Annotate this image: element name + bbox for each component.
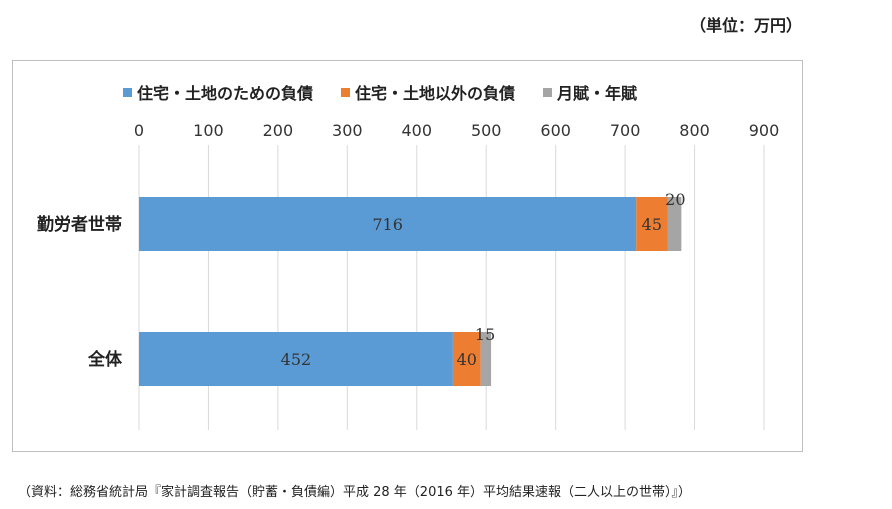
x-tick-label: 700 — [610, 121, 641, 140]
x-tick-label: 300 — [332, 121, 363, 140]
data-label: 15 — [475, 325, 495, 344]
bar-segment — [139, 332, 453, 386]
x-tick-label: 100 — [193, 121, 224, 140]
chart-area — [12, 60, 803, 452]
category-label: 全体 — [87, 349, 123, 370]
legend: 住宅・土地のための負債 住宅・土地以外の負債 月賦・年賦 — [123, 80, 637, 104]
unit-label: （単位：万円） — [690, 16, 803, 35]
x-tick-label: 500 — [471, 121, 502, 140]
bar-segment — [139, 197, 637, 251]
bar-segment — [480, 332, 492, 386]
bar-segment — [636, 197, 668, 251]
x-tick-label: 200 — [263, 121, 294, 140]
x-tick-label: 0 — [134, 121, 144, 140]
legend-item: 住宅・土地のための負債 — [123, 80, 313, 104]
data-label: 452 — [281, 350, 312, 369]
bar-segment — [452, 332, 481, 386]
legend-label-other-debt: 住宅・土地以外の負債 — [355, 84, 516, 103]
legend-swatch-other-debt — [341, 87, 351, 97]
legend-label-housing: 住宅・土地のための負債 — [137, 84, 314, 103]
data-label: 20 — [665, 190, 685, 209]
legend-swatch-installment — [543, 87, 553, 97]
x-tick-label: 600 — [540, 121, 571, 140]
x-tick-label: 800 — [679, 121, 710, 140]
bar-segment — [667, 197, 682, 251]
data-label: 40 — [457, 350, 477, 369]
legend-label-installment: 月賦・年賦 — [557, 84, 638, 103]
legend-item: 月賦・年賦 — [543, 80, 637, 104]
legend-swatch-housing — [123, 87, 132, 97]
legend-item: 住宅・土地以外の負債 — [341, 80, 515, 104]
x-tick-label: 900 — [749, 121, 780, 140]
data-label: 716 — [372, 215, 403, 234]
data-label: 45 — [642, 215, 662, 234]
x-tick-label: 400 — [402, 121, 433, 140]
category-label: 勤労者世帯 — [37, 214, 122, 235]
source-note: （資料：総務省統計局『家計調査報告（貯蓄・負債編）平成 28 年（2016 年）… — [18, 485, 692, 500]
